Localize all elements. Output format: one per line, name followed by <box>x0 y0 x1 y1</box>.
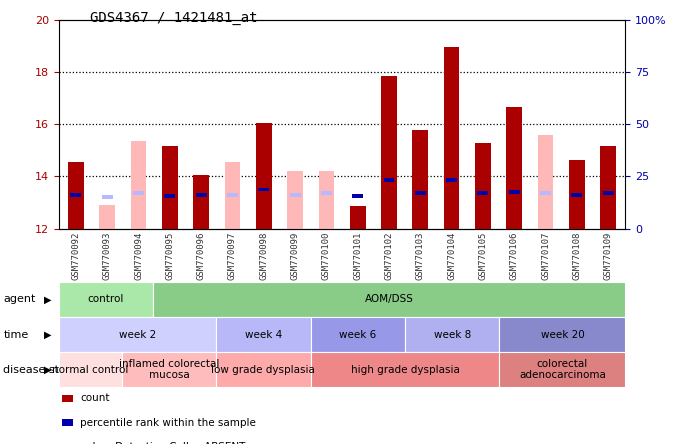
Bar <box>381 76 397 229</box>
Text: value, Detection Call = ABSENT: value, Detection Call = ABSENT <box>80 442 245 444</box>
Bar <box>415 191 426 195</box>
Text: disease state: disease state <box>3 365 77 375</box>
Bar <box>413 130 428 229</box>
Bar <box>133 191 144 195</box>
Bar <box>102 195 113 199</box>
Bar <box>321 191 332 195</box>
Text: low grade dysplasia: low grade dysplasia <box>211 365 315 375</box>
Bar <box>475 143 491 229</box>
Text: count: count <box>80 393 110 403</box>
Bar <box>290 193 301 197</box>
Text: control: control <box>88 294 124 305</box>
Text: high grade dysplasia: high grade dysplasia <box>350 365 460 375</box>
Bar <box>196 193 207 197</box>
Text: AOM/DSS: AOM/DSS <box>365 294 414 305</box>
Bar <box>600 147 616 229</box>
Text: week 2: week 2 <box>119 329 156 340</box>
Text: inflamed colorectal
mucosa: inflamed colorectal mucosa <box>119 359 219 381</box>
Text: ▶: ▶ <box>44 329 51 340</box>
Bar <box>603 191 614 195</box>
Text: week 20: week 20 <box>540 329 585 340</box>
Bar <box>162 147 178 229</box>
Bar <box>227 193 238 197</box>
Bar <box>131 141 146 229</box>
Bar <box>540 191 551 195</box>
Text: colorectal
adenocarcinoma: colorectal adenocarcinoma <box>519 359 606 381</box>
Bar <box>444 48 460 229</box>
Text: GDS4367 / 1421481_at: GDS4367 / 1421481_at <box>90 11 257 25</box>
Bar <box>70 193 82 197</box>
Text: percentile rank within the sample: percentile rank within the sample <box>80 418 256 428</box>
Bar <box>350 206 366 229</box>
Bar <box>164 194 176 198</box>
Bar <box>446 178 457 182</box>
Bar <box>319 171 334 229</box>
Text: ▶: ▶ <box>44 365 51 375</box>
Bar <box>509 190 520 194</box>
Bar <box>193 175 209 229</box>
Bar <box>100 205 115 229</box>
Bar <box>507 107 522 229</box>
Bar <box>477 191 489 195</box>
Text: ▶: ▶ <box>44 294 51 305</box>
Bar <box>287 171 303 229</box>
Text: week 4: week 4 <box>245 329 282 340</box>
Bar <box>256 123 272 229</box>
Text: agent: agent <box>3 294 36 305</box>
Bar <box>258 187 269 191</box>
Bar <box>352 194 363 198</box>
Bar <box>569 159 585 229</box>
Text: week 8: week 8 <box>433 329 471 340</box>
Bar <box>384 178 395 182</box>
Bar <box>68 162 84 229</box>
Text: normal control: normal control <box>52 365 129 375</box>
Text: week 6: week 6 <box>339 329 377 340</box>
Bar <box>538 135 553 229</box>
Bar <box>571 193 583 197</box>
Bar <box>225 162 240 229</box>
Text: time: time <box>3 329 29 340</box>
